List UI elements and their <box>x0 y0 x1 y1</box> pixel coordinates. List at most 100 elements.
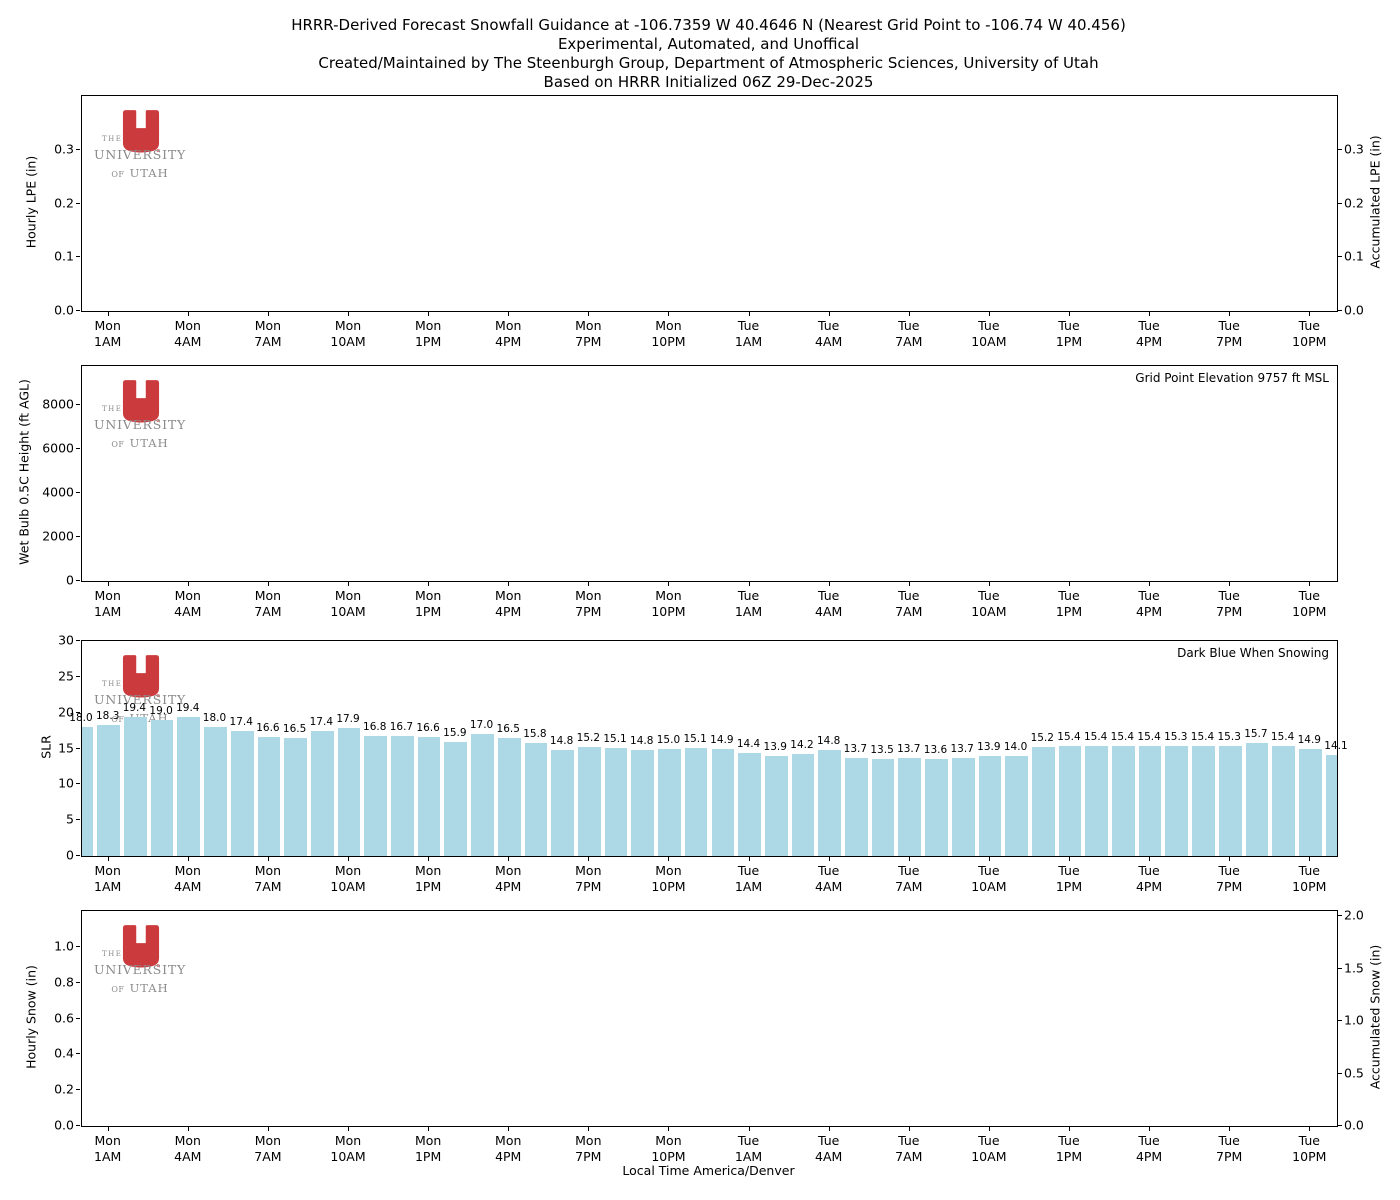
y-axis-label-slr: SLR <box>38 735 54 759</box>
slr-bar <box>1112 745 1135 856</box>
x-tick-label: Tue 4AM <box>815 863 843 894</box>
x-tick-mark <box>908 312 910 316</box>
x-tick-mark <box>187 1127 189 1131</box>
x-tick-mark <box>988 1127 990 1131</box>
title-line-4: Based on HRRR Initialized 06Z 29-Dec-202… <box>543 73 874 91</box>
slr-bar <box>1245 743 1269 856</box>
x-tick-label: Tue 10PM <box>1292 1133 1327 1164</box>
slr-bar <box>1165 746 1189 856</box>
y-tick-label: 0.0 <box>54 1117 74 1133</box>
plot-area-hourly-snow: THE UNIVERSITY OF UTAH <box>81 910 1338 1127</box>
figure-title: HRRR-Derived Forecast Snowfall Guidance … <box>81 16 1336 92</box>
x-tick-mark <box>187 582 189 586</box>
y-tick-label: 4000 <box>42 484 74 500</box>
y-tick-mark <box>76 447 80 449</box>
y-tick-mark <box>76 148 80 150</box>
x-tick-mark <box>1309 1127 1311 1131</box>
slr-bar <box>577 747 601 856</box>
slr-bar <box>684 747 708 856</box>
x-tick-label: Tue 10PM <box>1292 318 1327 349</box>
x-tick-mark <box>1309 312 1311 316</box>
slr-bar <box>658 748 681 856</box>
logo-text-utah: UTAH <box>129 981 169 995</box>
x-tick-label: Tue 1AM <box>734 588 763 619</box>
y-tick-mark <box>76 945 80 947</box>
plot-area-hourly-lpe: THE UNIVERSITY OF UTAH <box>81 95 1338 312</box>
x-tick-label: Mon 1AM <box>94 318 122 349</box>
x-tick-mark <box>508 1127 510 1131</box>
x-tick-label: Tue 1AM <box>734 1133 763 1164</box>
x-tick-label: Mon 7PM <box>575 318 602 349</box>
y-tick-label: 6000 <box>42 440 74 456</box>
y-tick-mark <box>1338 915 1342 917</box>
slr-bar <box>604 747 628 856</box>
x-tick-label: Tue 10PM <box>1292 588 1327 619</box>
y-tick-label: 30 <box>58 632 74 648</box>
logo-text-utah: UTAH <box>129 436 169 450</box>
x-axis-title: Local Time America/Denver <box>622 1163 795 1178</box>
y-tick-label: 0 <box>66 572 74 588</box>
x-tick-mark <box>348 312 350 316</box>
x-tick-mark <box>828 582 830 586</box>
x-tick-mark <box>668 1127 670 1131</box>
x-tick-label: Mon 10AM <box>330 588 366 619</box>
x-tick-mark <box>668 312 670 316</box>
slr-bar <box>524 742 548 856</box>
logo-text-university: UNIVERSITY <box>94 692 187 707</box>
x-tick-mark <box>748 857 750 861</box>
y-tick-label: 15 <box>58 740 74 755</box>
x-tick-mark <box>1068 312 1070 316</box>
x-tick-mark <box>1229 312 1231 316</box>
y-tick-mark <box>76 1017 80 1019</box>
y-tick-label: 5 <box>66 811 74 827</box>
x-tick-label: Tue 4AM <box>815 588 843 619</box>
slr-bar <box>97 724 121 856</box>
y-axis-label-accumulated-lpe: Accumulated LPE (in) <box>1367 135 1383 269</box>
subplot-slr: SLR THE UNIVERSITY OF UTAH Dark Blue Whe… <box>0 633 1400 895</box>
slr-bar <box>1272 745 1295 856</box>
y-tick-mark <box>76 310 80 311</box>
x-tick-mark <box>988 582 990 586</box>
x-tick-label: Mon 7AM <box>254 588 282 619</box>
x-tick-label: Mon 10PM <box>651 318 686 349</box>
x-tick-label: Tue 7PM <box>1216 1133 1243 1164</box>
y-axis-label-wet-bulb-height: Wet Bulb 0.5C Height (ft AGL) <box>16 379 32 565</box>
x-tick-label: Mon 4AM <box>174 1133 202 1164</box>
y-tick-mark <box>76 491 80 493</box>
x-tick-label: Tue 1AM <box>734 863 763 894</box>
x-tick-label: Tue 10AM <box>971 1133 1007 1164</box>
x-tick-mark <box>1149 857 1151 861</box>
y-tick-label: 1.5 <box>1344 960 1364 976</box>
y-tick-mark <box>1338 1125 1342 1126</box>
logo-text-of-utah: OF UTAH <box>94 977 186 996</box>
slr-bar <box>391 736 414 856</box>
logo-text-the: THE <box>102 135 123 143</box>
y-tick-mark <box>76 640 80 641</box>
university-of-utah-logo: THE UNIVERSITY OF UTAH <box>94 653 187 725</box>
y-tick-mark <box>76 202 80 204</box>
x-tick-mark <box>828 1127 830 1131</box>
x-tick-mark <box>508 857 510 861</box>
x-tick-label: Tue 1PM <box>1055 863 1083 894</box>
y-tick-label: 0.0 <box>1344 1117 1364 1133</box>
x-tick-mark <box>748 312 750 316</box>
y-tick-mark <box>76 535 80 537</box>
logo-text-university: UNIVERSITY <box>94 147 187 162</box>
x-tick-mark <box>908 582 910 586</box>
subplot-hourly-lpe: Hourly LPE (in) Accumulated LPE (in) THE… <box>0 95 1400 349</box>
y-tick-label: 0.2 <box>1344 195 1364 210</box>
x-tick-mark <box>1309 857 1311 861</box>
x-tick-label: Mon 1AM <box>94 1133 122 1164</box>
slr-bar <box>871 759 895 856</box>
y-tick-label: 0.0 <box>1344 302 1364 318</box>
bars-layer <box>82 96 1337 311</box>
slr-bar <box>978 756 1002 856</box>
x-tick-mark <box>588 857 590 861</box>
y-tick-label: 1.0 <box>54 938 74 954</box>
slr-bar <box>818 749 841 856</box>
slr-bar <box>791 754 815 856</box>
x-tick-mark <box>107 312 109 316</box>
y-tick-mark <box>76 1125 80 1126</box>
x-tick-label: Mon 7AM <box>254 863 282 894</box>
x-tick-mark <box>828 857 830 861</box>
